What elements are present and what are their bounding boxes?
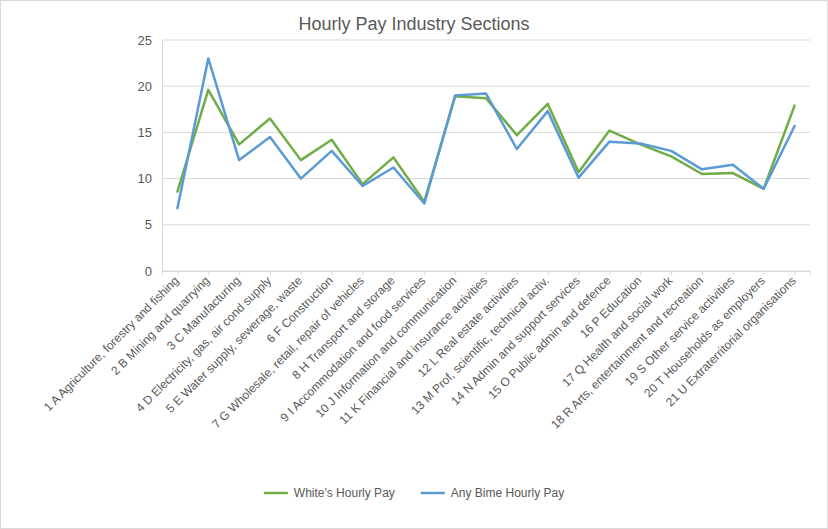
x-tick-mark (486, 271, 487, 275)
grid-line (162, 224, 810, 225)
legend-item: White's Hourly Pay (264, 486, 395, 500)
x-tick-label: 5 E Water supply, sewerage, waste (163, 273, 305, 415)
series-line (177, 58, 794, 208)
plot: 0 5 10 15 20 25 1 A Agriculture, forestry and … (41, 33, 810, 432)
x-tick: 5 E Water supply, sewerage, waste (163, 271, 305, 416)
grid-line (162, 178, 810, 179)
y-tick-label: 0 (145, 264, 152, 279)
x-tick-mark (455, 271, 456, 275)
grid-line (162, 132, 810, 133)
x-tick-mark (579, 271, 580, 275)
x-tick-mark (393, 271, 394, 275)
x-tick-mark (795, 271, 796, 275)
x-tick-mark (208, 271, 209, 275)
y-axis-line (162, 41, 163, 272)
legend-label: Any Bime Hourly Pay (451, 486, 564, 500)
x-tick: 14 N Admin and support services (448, 271, 582, 408)
x-tick-mark (764, 271, 765, 275)
chart-frame (1, 1, 828, 529)
x-tick: 21 U Extraterritorial organisations (663, 271, 799, 409)
x-tick-label: 13 M Prof, scientific, technical activ. (408, 274, 552, 418)
y-axis: 0 5 10 15 20 25 (138, 33, 163, 279)
grid-line (162, 40, 810, 41)
x-tick-mark (702, 271, 703, 275)
chart: Hourly Pay Industry Sections 0 5 10 15 20 25 1 … (0, 0, 828, 529)
x-tick-mark (609, 271, 610, 275)
y-tick-label: 20 (138, 79, 152, 94)
legend: White's Hourly Pay Any Bime Hourly Pay (264, 486, 564, 500)
grid-line (162, 86, 810, 87)
x-tick-mark (424, 271, 425, 275)
x-axis-line (163, 272, 811, 276)
series-group (177, 58, 794, 208)
x-axis: 1 A Agriculture, forestry and fishing2 B… (41, 271, 810, 432)
x-tick-label: 20 T Households as employers (641, 274, 768, 401)
grid (162, 40, 810, 271)
y-tick-label: 25 (138, 33, 152, 48)
y-tick: 25 (138, 33, 162, 48)
y-tick-label: 5 (145, 217, 152, 232)
x-tick-mark (332, 271, 333, 275)
y-tick: 20 (138, 79, 162, 94)
legend-label: White's Hourly Pay (294, 486, 395, 500)
series-line (177, 90, 794, 202)
title: Hourly Pay Industry Sections (298, 14, 529, 34)
legend-item: Any Bime Hourly Pay (421, 486, 564, 500)
y-tick: 10 (138, 171, 162, 186)
legend-swatch (421, 492, 445, 495)
x-tick-label: 14 N Admin and support services (448, 274, 582, 408)
x-tick-mark (548, 271, 549, 275)
legend-swatch (264, 492, 288, 495)
x-tick-label: 21 U Extraterritorial organisations (663, 274, 799, 410)
x-tick-mark (177, 271, 178, 275)
x-tick: 20 T Households as employers (641, 271, 768, 400)
x-tick-mark (640, 271, 641, 275)
x-tick-mark (671, 271, 672, 275)
x-tick-mark (270, 271, 271, 275)
x-tick: 13 M Prof, scientific, technical activ. (408, 271, 552, 417)
y-tick-label: 10 (138, 171, 152, 186)
y-tick-label: 15 (138, 125, 152, 140)
x-tick-mark (733, 271, 734, 275)
x-tick-mark (239, 271, 240, 275)
y-tick: 0 (145, 264, 162, 279)
y-tick: 15 (138, 125, 162, 140)
x-tick-mark (301, 271, 302, 275)
x-tick-mark (517, 271, 518, 275)
y-tick: 5 (145, 217, 162, 232)
x-tick-mark (363, 271, 364, 275)
